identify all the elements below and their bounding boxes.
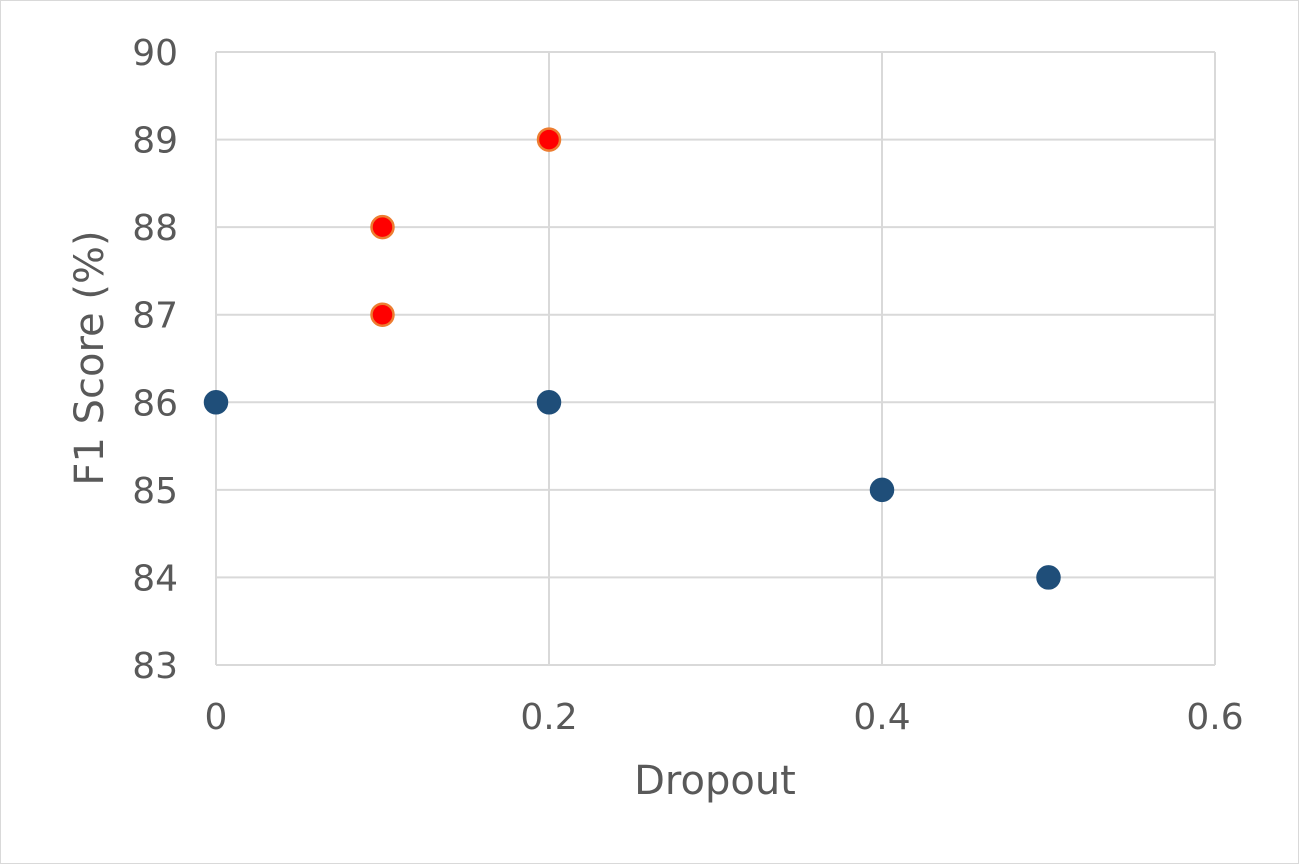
y-tick-label: 90 xyxy=(132,33,178,74)
scatter-point xyxy=(203,390,229,415)
data-points xyxy=(203,127,1061,590)
x-axis-title: Dropout xyxy=(634,758,796,804)
x-axis-ticks: 0 0.2 0.4 0.6 xyxy=(205,697,1244,738)
y-tick-label: 89 xyxy=(132,121,178,162)
x-tick-label: 0.6 xyxy=(1186,697,1243,738)
grid xyxy=(215,51,1216,666)
scatter-point xyxy=(536,127,562,152)
scatter-point xyxy=(370,214,395,240)
x-tick-label: 0.2 xyxy=(520,697,577,738)
y-tick-label: 87 xyxy=(132,296,178,337)
y-tick-label: 86 xyxy=(132,383,178,424)
scatter-point xyxy=(536,390,562,415)
y-tick-label: 83 xyxy=(132,646,178,687)
scatter-point xyxy=(370,302,395,327)
x-tick-label: 0.4 xyxy=(853,697,910,738)
x-tick-label: 0 xyxy=(205,697,228,738)
scatter-point xyxy=(869,477,895,503)
scatter-point xyxy=(1036,565,1061,590)
y-tick-label: 84 xyxy=(132,558,178,599)
y-axis-ticks: 90 89 88 87 86 85 84 83 xyxy=(132,33,178,687)
y-tick-label: 88 xyxy=(132,208,178,249)
y-tick-label: 85 xyxy=(132,471,178,512)
y-axis-title: F1 Score (%) xyxy=(67,230,113,485)
